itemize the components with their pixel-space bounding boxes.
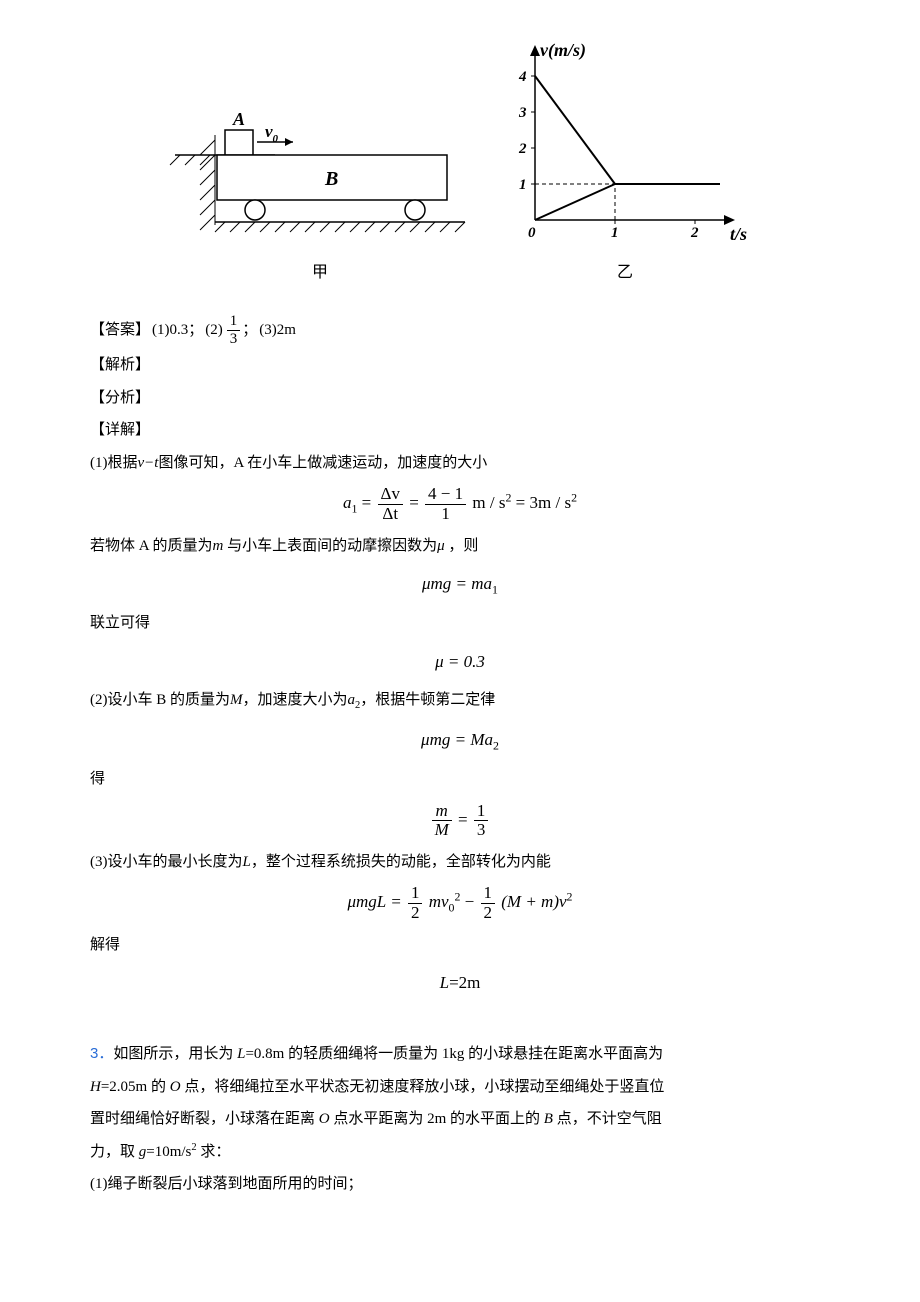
diagram-cart: A v0 B xyxy=(165,100,475,250)
q3-line3: 置时细绳恰好断裂，小球落在距离 O 点水平距离为 2m 的水平面上的 B 点，不… xyxy=(90,1105,830,1134)
sol2-eq2: mM = 13 xyxy=(90,802,830,840)
label-A: A xyxy=(232,109,245,129)
q3-sub1: (1)绳子断裂后小球落到地面所用的时间； xyxy=(90,1170,830,1199)
sol2-eq1: μmg = Ma2 xyxy=(90,724,830,757)
figure-row: A v0 B 甲 xyxy=(90,40,830,288)
sol3-jiede: 解得 xyxy=(90,931,830,960)
sol1-intro: (1)根据v−t图像可知，A 在小车上做减速运动，加速度的大小 xyxy=(90,449,830,478)
sol1-line2: 若物体 A 的质量为m 与小车上表面间的动摩擦因数为μ ，则 xyxy=(90,532,830,561)
header-fenxi: 【分析】 xyxy=(90,384,830,413)
ylabel: v(m/s) xyxy=(540,40,586,61)
caption-right: 乙 xyxy=(617,258,633,288)
svg-text:2: 2 xyxy=(518,141,527,157)
svg-text:1: 1 xyxy=(611,225,619,241)
answer-part3: (3)2m xyxy=(259,316,296,345)
sol1-eq3: μ = 0.3 xyxy=(90,646,830,678)
label-B: B xyxy=(324,168,338,190)
answer-line: 【答案】 (1)0.3； (2) 1 3 ； (3)2m xyxy=(90,313,830,347)
q3-line4: 力，取 g=10m/s2 求： xyxy=(90,1138,830,1167)
answer-frac: 1 3 xyxy=(227,313,241,347)
caption-left: 甲 xyxy=(312,258,328,288)
q3-line1: 3．如图所示，用长为 L=0.8m 的轻质细绳将一质量为 1kg 的小球悬挂在距… xyxy=(90,1040,830,1069)
svg-text:1: 1 xyxy=(519,177,527,193)
header-xiangjie: 【详解】 xyxy=(90,416,830,445)
answer-sep: ； xyxy=(242,316,257,345)
sol1-line3: 联立可得 xyxy=(90,609,830,638)
xlabel: t/s xyxy=(730,224,747,244)
header-jiexi: 【解析】 xyxy=(90,351,830,380)
svg-text:3: 3 xyxy=(518,105,527,121)
svg-text:4: 4 xyxy=(518,69,527,85)
answer-part2-pre: (2) xyxy=(205,316,223,345)
figure-left: A v0 B 甲 xyxy=(165,100,475,288)
vt-graph: 1 2 3 4 1 2 0 v(m/s) t/s xyxy=(495,40,755,250)
sol1-eq2: μmg = ma1 xyxy=(90,568,830,601)
svg-text:2: 2 xyxy=(690,225,699,241)
svg-text:0: 0 xyxy=(528,225,536,241)
answer-label: 【答案】 xyxy=(90,316,150,345)
sol3-intro: (3)设小车的最小长度为L，整个过程系统损失的动能，全部转化为内能 xyxy=(90,848,830,877)
answer-part1: (1)0.3； xyxy=(152,316,203,345)
sol3-result: L=2m xyxy=(90,967,830,999)
sol3-eq: μmgL = 12 mv02 − 12 (M + m)v2 xyxy=(90,884,830,922)
sol1-eq1: a1 = ΔvΔt = 4 − 11 m / s2 = 3m / s2 xyxy=(90,485,830,523)
figure-right: 1 2 3 4 1 2 0 v(m/s) t/s 乙 xyxy=(495,40,755,288)
sol2-de: 得 xyxy=(90,765,830,794)
q3-line2: H=2.05m 的 O 点，将细绳拉至水平状态无初速度释放小球，小球摆动至细绳处… xyxy=(90,1073,830,1102)
sol2-intro: (2)设小车 B 的质量为M，加速度大小为a2，根据牛顿第二定律 xyxy=(90,686,830,716)
q3-number: 3． xyxy=(90,1045,113,1062)
